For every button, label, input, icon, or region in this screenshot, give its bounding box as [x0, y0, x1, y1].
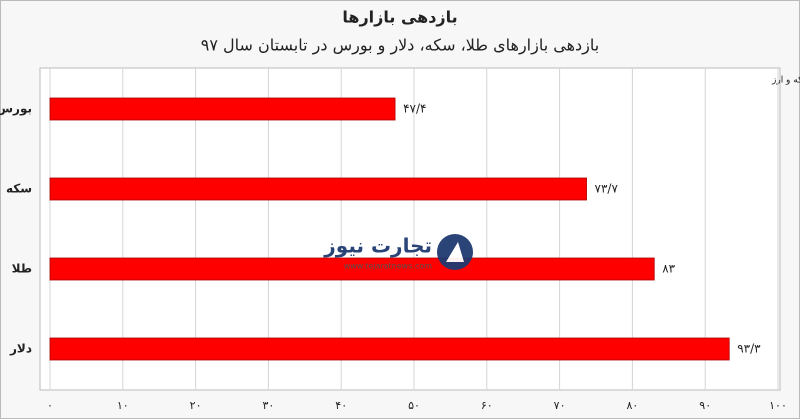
- y-tick-label: دلار: [9, 342, 32, 356]
- x-tick-label: ۸۰: [626, 399, 638, 412]
- x-tick-label: ۱۰: [117, 399, 129, 412]
- watermark: تجارت نیوز www.tejaratnews.com: [323, 234, 473, 271]
- watermark-name: تجارت نیوز: [323, 234, 432, 258]
- value-label: ۴۷/۴: [403, 102, 426, 116]
- chart-subtitle: بازدهی بازارهای طلا، سکه، دلار و بورس در…: [201, 36, 599, 56]
- x-tick-label: ۵۰: [408, 399, 420, 412]
- watermark-icon: [446, 242, 464, 262]
- x-tick-label: ۷۰: [554, 399, 566, 412]
- x-tick-label: ۱۰۰: [769, 399, 787, 412]
- bar: [49, 177, 587, 201]
- y-tick-label: سکه: [6, 182, 32, 196]
- bar: [49, 337, 730, 361]
- x-tick-label: ۶۰: [481, 399, 493, 412]
- chart-title: بازدهی بازارها: [342, 8, 457, 27]
- y-tick-label: طلا: [12, 262, 32, 276]
- source-note: منبع: شبکه اطلاع‌رسانی طلا، سکه و ارز: [771, 76, 800, 86]
- x-tick-label: ۲۰: [190, 399, 202, 412]
- x-tick-label: ۰: [47, 399, 53, 412]
- plot-area: [39, 67, 781, 391]
- watermark-url: www.tejaratnews.com: [344, 262, 432, 271]
- bar: [49, 257, 655, 281]
- value-label: ۸۳: [662, 262, 675, 276]
- x-tick-label: ۳۰: [262, 399, 274, 412]
- value-label: ۹۳/۳: [737, 342, 761, 356]
- x-tick-label: ۹۰: [699, 399, 711, 412]
- value-label: ۷۳/۷: [595, 182, 619, 196]
- y-tick-label: بورس: [0, 102, 32, 117]
- bar: [49, 97, 396, 121]
- x-tick-label: ۴۰: [335, 399, 347, 412]
